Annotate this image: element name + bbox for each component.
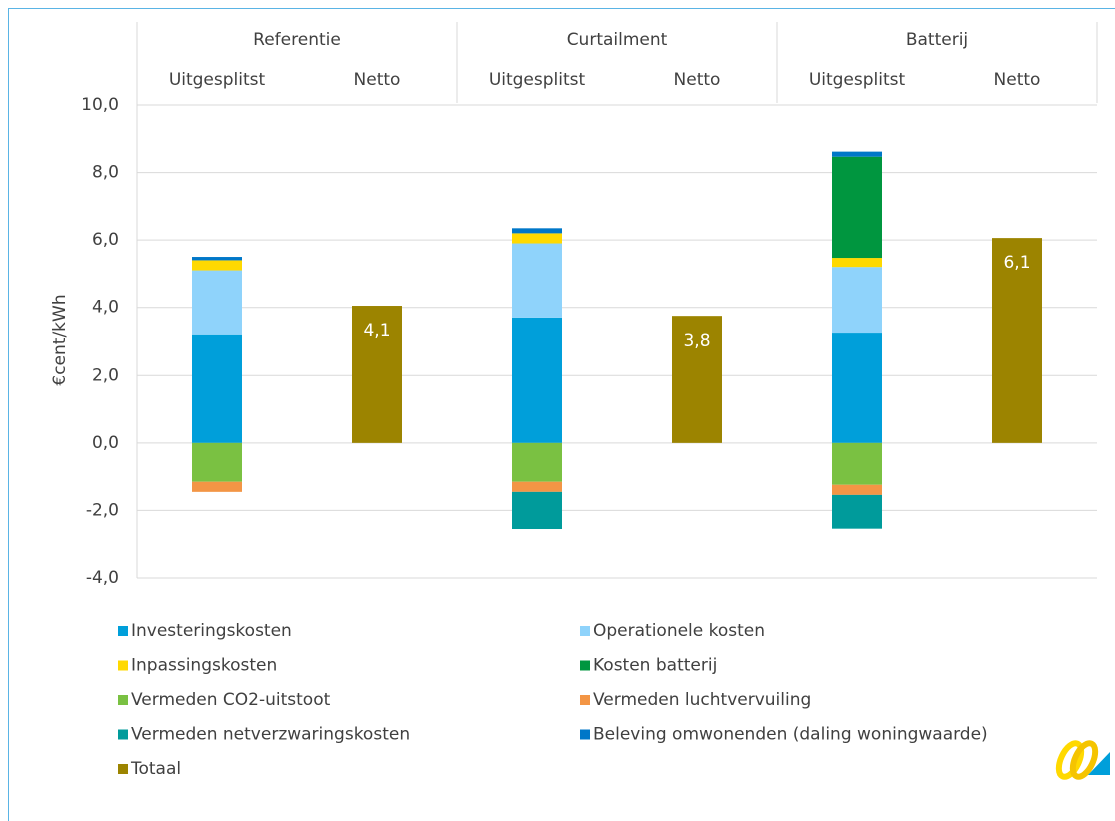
bar-segment xyxy=(512,243,562,318)
bar-segment xyxy=(192,481,242,492)
legend-label: Operationele kosten xyxy=(593,621,765,641)
logo xyxy=(1055,740,1110,780)
legend-swatch xyxy=(118,729,128,740)
bar-segment xyxy=(512,442,562,482)
bar-segment xyxy=(832,156,882,259)
x-tick-label: Uitgesplitst xyxy=(809,70,906,90)
legend-label: Inpassingskosten xyxy=(131,656,277,676)
legend-label: Vermeden CO2-uitstoot xyxy=(131,690,331,710)
legend-swatch xyxy=(118,660,128,671)
group-label: Batterij xyxy=(906,30,968,50)
legend-swatch xyxy=(118,626,128,636)
legend-swatch xyxy=(118,695,128,705)
x-tick-label: Uitgesplitst xyxy=(169,70,266,90)
group-label: Referentie xyxy=(253,30,341,50)
y-tick-label: 8,0 xyxy=(92,163,119,183)
y-tick-label: -4,0 xyxy=(86,568,119,588)
bar-segment xyxy=(352,306,402,443)
bar-segment xyxy=(192,257,242,261)
y-tick-label: 0,0 xyxy=(92,433,119,453)
legend-label: Vermeden luchtvervuiling xyxy=(593,690,811,710)
legend-label: Kosten batterij xyxy=(593,656,717,676)
bar-segment xyxy=(512,491,562,530)
y-tick-label: -2,0 xyxy=(86,500,119,520)
legend-label: Totaal xyxy=(130,759,181,779)
legend-swatch xyxy=(580,626,590,636)
group-label: Curtailment xyxy=(567,30,668,50)
y-tick-label: 10,0 xyxy=(81,95,119,115)
legend-swatch xyxy=(580,695,590,705)
y-tick-label: 6,0 xyxy=(92,230,119,250)
legend-label: Investeringskosten xyxy=(131,621,292,641)
x-tick-label: Netto xyxy=(994,70,1041,90)
bar-segment xyxy=(832,151,882,157)
bar-segment xyxy=(512,317,562,443)
y-tick-label: 4,0 xyxy=(92,298,119,318)
bar-segment xyxy=(192,260,242,271)
legend-swatch xyxy=(118,764,128,774)
y-tick-label: 2,0 xyxy=(92,365,119,385)
bar-segment xyxy=(192,270,242,335)
bar-segment xyxy=(832,442,882,485)
bar-segment xyxy=(192,334,242,443)
legend-swatch xyxy=(580,729,590,740)
bar-segment xyxy=(832,258,882,268)
x-tick-label: Netto xyxy=(354,70,401,90)
bar-segment xyxy=(992,238,1042,443)
legend-label: Vermeden netverzwaringskosten xyxy=(131,725,410,745)
data-label: 3,8 xyxy=(683,331,710,351)
bar-segment xyxy=(512,481,562,492)
legend-label: Beleving omwonenden (daling woningwaarde… xyxy=(593,725,988,745)
bar-segment xyxy=(832,267,882,334)
bar-segment xyxy=(512,233,562,244)
bar-segment xyxy=(512,228,562,234)
data-label: 6,1 xyxy=(1003,253,1030,273)
frame xyxy=(8,8,1115,821)
data-label: 4,1 xyxy=(363,321,390,341)
bar-segment xyxy=(672,316,722,443)
x-tick-label: Netto xyxy=(674,70,721,90)
bar-segment xyxy=(832,494,882,529)
bar-segment xyxy=(832,484,882,495)
y-axis-title: €cent/kWh xyxy=(50,294,70,385)
bar-segment xyxy=(192,442,242,482)
legend-swatch xyxy=(580,660,590,671)
x-tick-label: Uitgesplitst xyxy=(489,70,586,90)
bar-segment xyxy=(832,333,882,443)
